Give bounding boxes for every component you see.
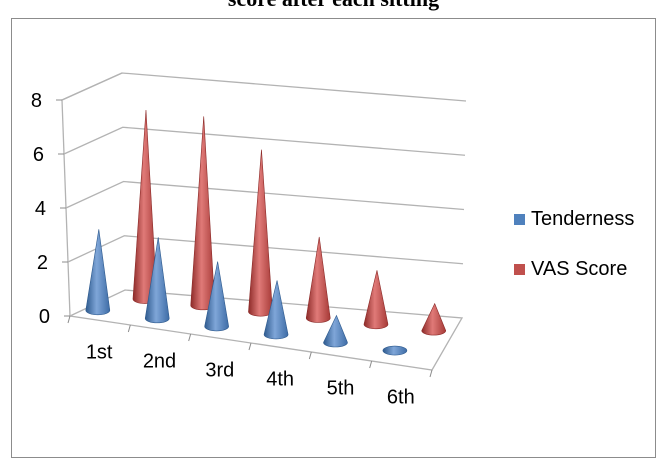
cone-tenderness-2nd-body bbox=[144, 237, 170, 324]
x-tick-label-4th: 4th bbox=[266, 369, 294, 391]
series-tenderness bbox=[85, 229, 408, 356]
gridline-4 bbox=[65, 180, 465, 211]
cone-tenderness-4th-body bbox=[263, 280, 289, 340]
x-tick-label-5th: 5th bbox=[327, 378, 355, 400]
gridline-6 bbox=[63, 126, 466, 156]
cone-vas-score-4th bbox=[305, 236, 331, 323]
x-tick-label-3rd: 3rd bbox=[205, 360, 234, 382]
cone-tenderness-5th bbox=[323, 314, 348, 348]
x-tick-mark bbox=[67, 315, 71, 324]
x-axis: 1st 2nd 3rd 4th 5th 6th bbox=[67, 315, 433, 409]
cone-vas-score-2nd-body bbox=[190, 116, 216, 311]
gridline-8 bbox=[61, 72, 467, 102]
y-tick-label: 2 bbox=[37, 252, 48, 274]
legend-swatch-tenderness bbox=[514, 214, 525, 225]
cone-tenderness-5th-body bbox=[323, 314, 348, 348]
x-tick-mark bbox=[127, 324, 131, 333]
cone-vas-score-6th bbox=[421, 302, 447, 336]
x-tick-mark bbox=[188, 333, 192, 342]
y-tick-label: 4 bbox=[35, 198, 46, 220]
cone-vas-score-6th-body bbox=[421, 302, 447, 336]
y-tick-label: 8 bbox=[31, 90, 42, 112]
cone-tenderness-4th bbox=[263, 280, 289, 340]
x-tick-mark bbox=[369, 360, 373, 369]
cone-tenderness-3rd-body bbox=[204, 261, 229, 332]
legend-swatch-vas-score bbox=[514, 264, 525, 275]
cone-tenderness-3rd bbox=[204, 261, 229, 332]
cone-tenderness-1st-body bbox=[85, 229, 111, 316]
y-axis: 0 2 4 6 8 bbox=[31, 90, 70, 328]
cone-vas-score-5th bbox=[363, 270, 389, 330]
x-tick-mark bbox=[429, 369, 433, 378]
cone-tenderness-1st bbox=[85, 229, 111, 316]
series-vas-score bbox=[132, 110, 447, 336]
cone-vas-score-2nd bbox=[190, 116, 216, 311]
cone-vas-score-4th-body bbox=[305, 236, 331, 323]
x-tick-mark bbox=[308, 351, 312, 360]
x-tick-label-2nd: 2nd bbox=[143, 351, 176, 373]
x-tick-label-1st: 1st bbox=[86, 342, 113, 364]
cone-tenderness-6th-base bbox=[382, 345, 408, 356]
x-tick-mark bbox=[248, 342, 252, 351]
gridline-2 bbox=[67, 235, 464, 265]
legend-label-vas-score: VAS Score bbox=[531, 258, 628, 280]
cone-tenderness-2nd bbox=[144, 237, 170, 324]
y-tick-label: 6 bbox=[33, 144, 44, 166]
cone-vas-score-5th-body bbox=[363, 270, 389, 330]
y-tick-label: 0 bbox=[39, 306, 50, 328]
legend-label-tenderness: Tenderness bbox=[531, 208, 635, 230]
chart-gridlines bbox=[61, 72, 467, 265]
x-tick-label-6th: 6th bbox=[387, 387, 415, 409]
cone-vas-score-3rd-body bbox=[248, 149, 273, 317]
cone-vas-score-3rd bbox=[248, 149, 273, 317]
cone-tenderness-6th bbox=[382, 345, 408, 356]
chart-title: score after each sitting bbox=[0, 0, 667, 12]
